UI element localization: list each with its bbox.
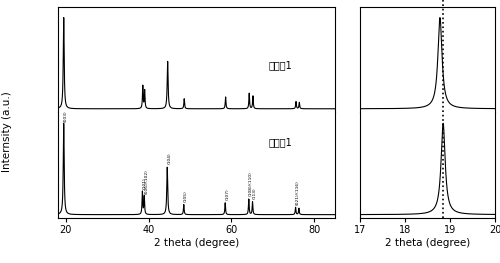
Text: (107): (107) bbox=[225, 188, 229, 200]
X-axis label: 2 theta (degree): 2 theta (degree) bbox=[384, 238, 470, 248]
Text: (104): (104) bbox=[167, 153, 171, 164]
Text: 对比例1: 对比例1 bbox=[268, 137, 292, 147]
Text: 实施例1: 实施例1 bbox=[268, 60, 292, 70]
X-axis label: 2 theta (degree): 2 theta (degree) bbox=[154, 238, 239, 248]
Text: (113): (113) bbox=[252, 188, 256, 199]
Text: (108)/(110): (108)/(110) bbox=[249, 172, 253, 196]
Text: (105): (105) bbox=[184, 190, 188, 202]
Text: (003): (003) bbox=[64, 110, 68, 122]
Text: (101): (101) bbox=[142, 178, 146, 189]
Text: Internsity (a.u.): Internsity (a.u.) bbox=[2, 91, 12, 172]
Text: (021)/(116): (021)/(116) bbox=[296, 180, 300, 205]
Text: (006)/(102): (006)/(102) bbox=[144, 169, 148, 194]
